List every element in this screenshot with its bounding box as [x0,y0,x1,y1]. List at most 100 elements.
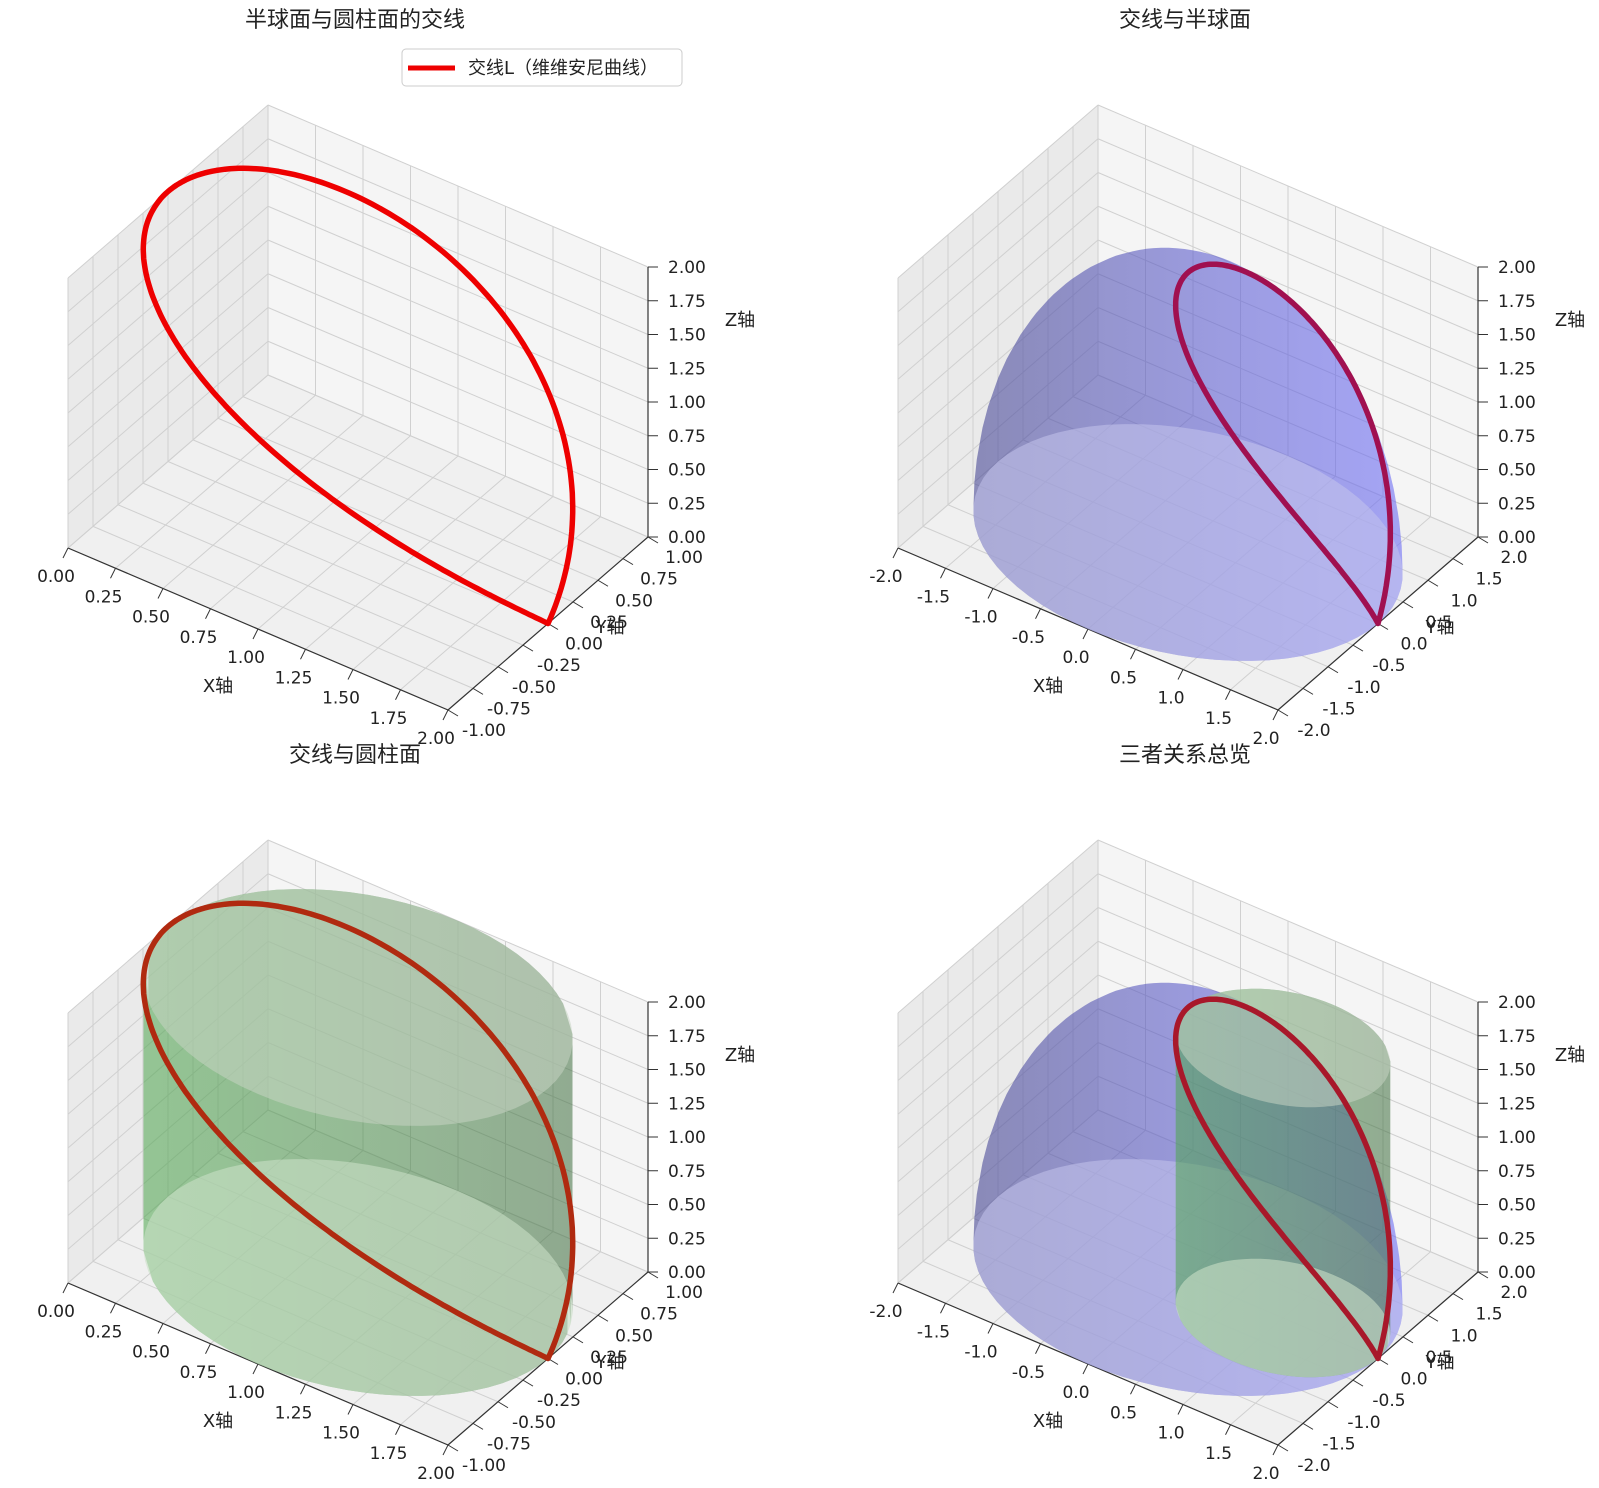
z-tick-label: 0.50 [668,461,706,481]
chart-panel-2: -2.0-1.5-1.0-0.50.00.51.01.52.0 -2.0-1.5-… [869,8,1585,749]
x-tick [347,1404,354,1415]
y-tick-label: 0.00 [565,635,603,655]
x-tick [395,1424,401,1435]
x-axis-label: X轴 [203,676,233,697]
z-tick-label: 1.50 [1498,326,1536,346]
z-axis-label: Z轴 [1555,1045,1585,1066]
y-tick-label: 0.0 [1400,1370,1427,1390]
x-tick [300,649,306,660]
y-tick-label: -1.5 [1322,1434,1355,1454]
x-tick [205,1343,211,1354]
x-tick [1035,608,1041,619]
z-tick-label: 2.00 [668,993,706,1013]
z-tick-label: 2.00 [668,258,706,278]
grid-line [897,940,1099,1115]
grid-line [67,172,269,346]
z-tick-label: 0.25 [1498,1229,1536,1249]
y-tick [1477,1271,1489,1279]
x-tick [940,1303,946,1314]
x-tick [110,568,116,579]
y-tick [1302,687,1314,695]
x-tick-label: -1.0 [964,608,997,628]
z-axis-label: Z轴 [1555,310,1585,331]
x-tick-label: -1.5 [917,587,950,607]
panel-title: 半球面与圆柱面的交线 [245,8,465,33]
y-tick-label: 1.5 [1475,570,1502,590]
z-tick-label: 2.00 [1498,258,1536,278]
x-tick-label: 1.75 [370,1444,408,1464]
y-tick [472,1422,484,1430]
z-tick-label: 0.00 [1498,528,1536,548]
z-tick-label: 1.00 [668,1128,706,1148]
legend: 交线L（维维安尼曲线） [401,48,683,87]
y-tick [447,1444,459,1452]
y-tick [1327,666,1339,674]
x-tick-label: 0.75 [180,628,218,648]
z-tick-label: 1.25 [668,359,706,379]
z-tick-label: 0.50 [1498,461,1536,481]
z-tick-label: 1.25 [1498,359,1536,379]
x-tick-label: 1.25 [275,668,313,688]
y-tick [522,1379,534,1387]
x-tick [1177,1404,1184,1415]
z-tick-label: 0.50 [1498,1196,1536,1216]
x-tick [157,1323,164,1334]
y-tick-label: 0.50 [615,1326,653,1346]
z-tick-label: 0.75 [1498,1162,1536,1182]
y-tick [497,666,509,674]
y-tick [622,558,634,566]
z-tick-label: 0.75 [668,1162,706,1182]
x-tick [395,689,401,700]
x-tick-label: 1.75 [370,709,408,729]
y-tick [1352,1379,1364,1387]
y-tick [1352,644,1364,652]
y-tick-label: 0.00 [565,1370,603,1390]
z-axis-label: Z轴 [725,310,755,331]
y-tick-label: 0.50 [615,591,653,611]
x-tick-label: 2.0 [1252,729,1279,749]
y-tick [1302,1422,1314,1430]
z-tick-label: 0.75 [1498,427,1536,447]
y-tick [1402,1336,1414,1344]
grid-line [267,138,649,302]
y-tick [497,1401,509,1409]
grid-line [1097,873,1479,1037]
z-tick-label: 0.25 [668,494,706,514]
x-tick-label: 0.00 [37,567,75,587]
x-tick [892,547,899,559]
x-tick-label: 0.50 [132,1343,170,1363]
chart-panel-3: 0.000.250.500.751.001.251.501.752.00 -1.0… [37,743,755,1484]
grid-line [352,496,554,670]
y-tick-label: 1.00 [665,1283,703,1303]
x-tick-label: 2.00 [417,729,455,749]
x-tick [940,568,946,579]
x-tick [62,547,69,559]
y-tick [647,1271,659,1279]
x-tick-label: 1.5 [1205,709,1232,729]
cylinder-top-cap [143,889,573,1126]
y-tick [1427,579,1439,587]
grid-line [1097,907,1479,1070]
grid-line [192,439,574,603]
y-tick-label: 0.25 [590,613,628,633]
x-tick [110,1303,116,1314]
x-tick [442,709,449,721]
grid-line [67,205,269,380]
panel-title: 三者关系总览 [1119,743,1251,768]
y-tick [1477,536,1489,544]
x-tick [205,608,211,619]
z-tick-label: 1.25 [668,1094,706,1114]
z-tick-label: 0.00 [1498,1263,1536,1283]
y-tick-label: 0.75 [640,1305,678,1325]
panel-title: 交线与圆柱面 [289,743,421,768]
y-tick-label: -1.00 [462,1456,506,1476]
grid-line [267,374,649,538]
z-tick-label: 1.50 [1498,1061,1536,1081]
x-tick [987,588,994,599]
legend-label: 交线L（维维安尼曲线） [468,58,658,79]
grid-line [267,104,649,268]
x-axis-label: X轴 [1033,676,1063,697]
y-tick-label: 0.5 [1425,1348,1452,1368]
legend-box [401,48,683,87]
